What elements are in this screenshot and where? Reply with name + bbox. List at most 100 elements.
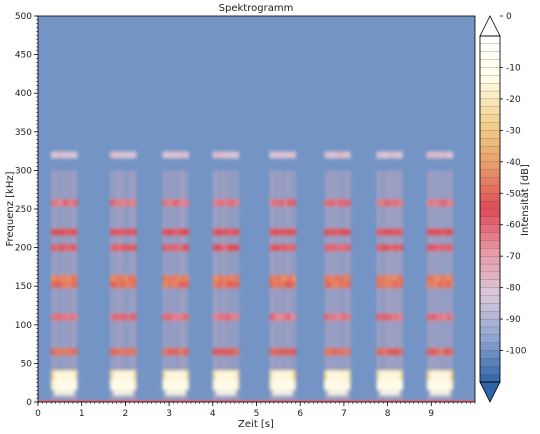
- band-mark: [269, 274, 273, 282]
- band-mark: [379, 151, 383, 159]
- band-mark: [376, 151, 380, 159]
- band-mark: [394, 228, 398, 236]
- band-mark: [212, 313, 216, 321]
- band-mark: [118, 228, 122, 236]
- band-mark: [74, 199, 78, 207]
- band-mark: [450, 199, 454, 207]
- band-mark: [441, 281, 445, 289]
- band-mark: [168, 228, 172, 236]
- band-mark: [185, 199, 189, 207]
- colorbar-segment: [479, 303, 501, 312]
- band-mark: [284, 274, 288, 282]
- band-mark: [171, 244, 175, 252]
- band-mark: [429, 151, 433, 159]
- band-mark: [385, 199, 389, 207]
- band-mark: [391, 274, 395, 282]
- band-mark: [447, 281, 451, 289]
- band-mark: [168, 244, 172, 252]
- band-mark: [112, 274, 117, 282]
- band-mark: [53, 244, 58, 252]
- band-mark: [212, 199, 216, 207]
- band-mark: [388, 199, 392, 207]
- band-mark: [185, 369, 189, 380]
- band-mark: [185, 151, 189, 159]
- colorbar: [479, 15, 501, 403]
- band-mark: [450, 244, 454, 252]
- band-mark: [376, 281, 380, 289]
- band-mark: [127, 313, 131, 321]
- band-mark: [233, 244, 237, 252]
- band-mark: [133, 380, 137, 391]
- band-mark: [284, 151, 288, 159]
- band-mark: [269, 199, 273, 207]
- band-mark: [74, 274, 78, 282]
- band-mark: [62, 281, 66, 289]
- colorbar-segment: [479, 256, 501, 265]
- colorbar-segment: [479, 122, 501, 131]
- band-mark: [65, 281, 69, 289]
- colorbar-segment: [479, 98, 501, 108]
- band-mark: [224, 274, 228, 282]
- band-mark: [179, 228, 184, 236]
- band-mark: [347, 244, 351, 252]
- band-mark: [382, 228, 386, 236]
- band-mark: [347, 369, 351, 380]
- band-mark: [65, 244, 69, 252]
- band-mark: [224, 313, 228, 321]
- band-mark: [68, 313, 72, 321]
- band-mark: [344, 244, 348, 252]
- band-mark: [227, 348, 231, 356]
- band-mark: [281, 228, 285, 236]
- band-mark: [68, 274, 72, 282]
- band-mark: [179, 348, 184, 356]
- band-mark: [278, 313, 282, 321]
- band-mark: [112, 313, 117, 321]
- band-mark: [292, 281, 296, 289]
- band-mark: [281, 313, 285, 321]
- band-mark: [171, 348, 175, 356]
- band-mark: [121, 151, 125, 159]
- band-mark: [53, 281, 58, 289]
- band-mark: [176, 244, 181, 252]
- band-mark: [179, 313, 184, 321]
- band-mark: [174, 274, 178, 282]
- band-mark: [127, 348, 131, 356]
- band-mark: [338, 281, 342, 289]
- band-mark: [109, 244, 114, 252]
- band-mark: [168, 274, 172, 282]
- band-mark: [130, 274, 134, 282]
- band-mark: [130, 244, 134, 252]
- colorbar-tick-label: -90: [506, 315, 521, 325]
- band-mark: [56, 313, 60, 321]
- band-mark: [162, 348, 166, 356]
- band-mark: [112, 244, 117, 252]
- band-mark: [230, 281, 234, 289]
- band-mark: [179, 244, 184, 252]
- band-mark: [379, 199, 383, 207]
- band-mark: [118, 244, 122, 252]
- band-mark: [56, 348, 60, 356]
- colorbar-segment: [479, 342, 501, 352]
- band-mark: [324, 313, 328, 321]
- band-mark: [127, 244, 131, 252]
- band-mark: [426, 228, 430, 236]
- band-mark: [233, 199, 237, 207]
- band-mark: [133, 313, 137, 321]
- band-mark: [71, 151, 75, 159]
- band-mark: [53, 313, 58, 321]
- colorbar-segment: [479, 295, 501, 304]
- band-mark: [444, 151, 448, 159]
- y-tick-label: 250: [15, 205, 32, 215]
- band-mark: [179, 151, 184, 159]
- band-mark: [171, 199, 175, 207]
- band-mark: [347, 380, 351, 391]
- band-mark: [376, 380, 380, 391]
- band-mark: [115, 199, 119, 207]
- band-mark: [109, 313, 114, 321]
- band-mark: [133, 281, 137, 289]
- band-mark: [130, 199, 134, 207]
- band-mark: [335, 313, 339, 321]
- band-mark: [62, 199, 66, 207]
- colorbar-segment: [479, 318, 501, 328]
- band-mark: [385, 151, 389, 159]
